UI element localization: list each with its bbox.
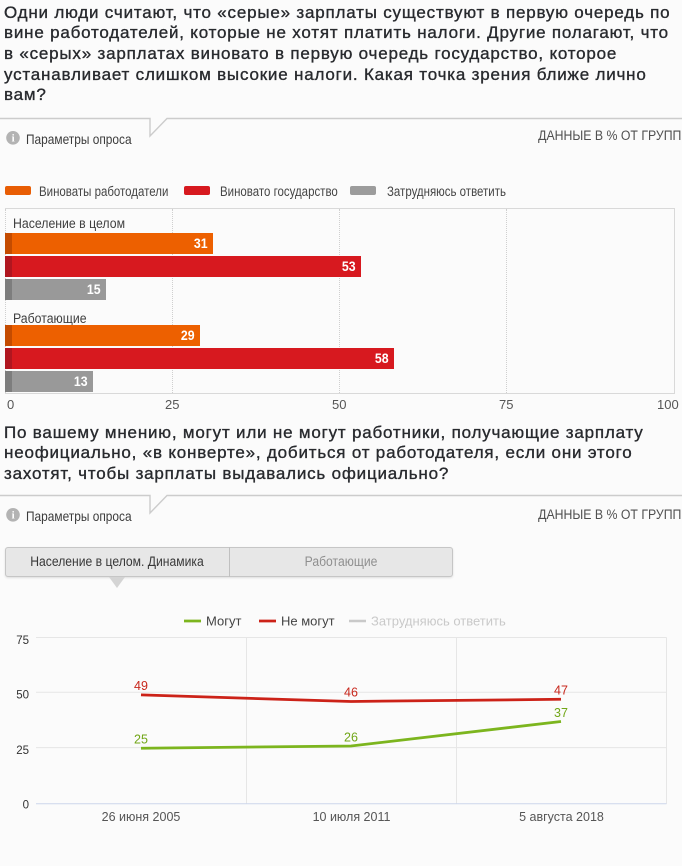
svg-text:49: 49 xyxy=(134,679,148,693)
svg-text:25: 25 xyxy=(16,745,29,757)
svg-text:5 августа 2018: 5 августа 2018 xyxy=(519,810,604,824)
svg-text:47: 47 xyxy=(554,683,568,697)
svg-text:i: i xyxy=(12,132,15,144)
svg-text:Не могут: Не могут xyxy=(281,614,335,629)
svg-text:37: 37 xyxy=(554,706,568,720)
svg-text:0: 0 xyxy=(23,800,29,812)
svg-text:Затрудняюсь ответить: Затрудняюсь ответить xyxy=(371,614,506,629)
svg-text:50: 50 xyxy=(16,690,29,702)
svg-text:i: i xyxy=(12,509,15,521)
svg-text:Могут: Могут xyxy=(206,614,241,629)
svg-text:25: 25 xyxy=(134,733,148,747)
svg-text:46: 46 xyxy=(344,686,358,700)
svg-text:26: 26 xyxy=(344,731,358,745)
svg-text:10 июля 2011: 10 июля 2011 xyxy=(313,810,391,824)
svg-text:75: 75 xyxy=(16,635,29,647)
svg-text:26 июня 2005: 26 июня 2005 xyxy=(102,810,181,824)
